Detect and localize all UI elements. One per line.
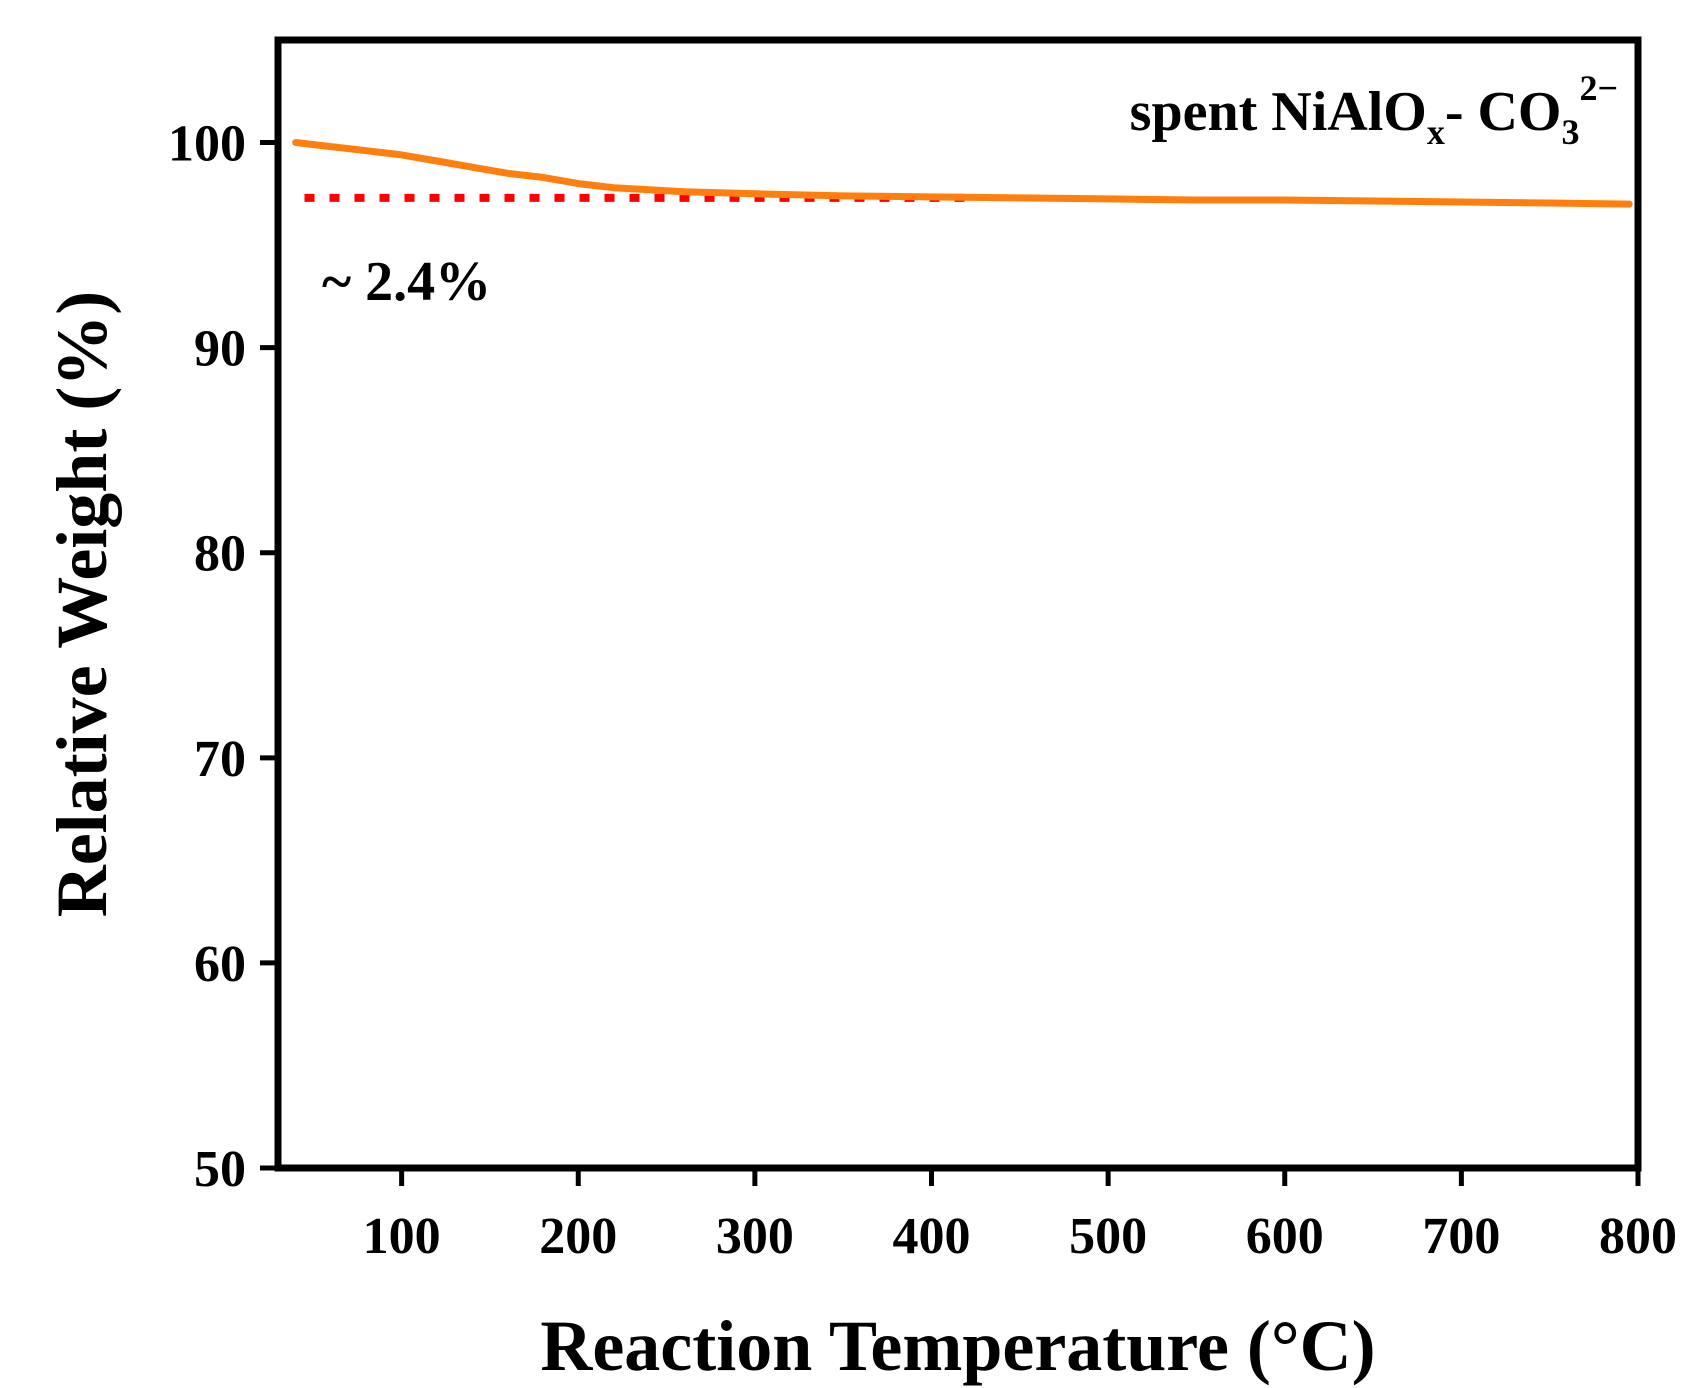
y-tick-label-100: 100 <box>168 116 246 173</box>
legend-sup: 2− <box>1579 68 1618 108</box>
x-tick-label-100: 100 <box>363 1208 441 1265</box>
y-tick-label-60: 60 <box>194 936 246 993</box>
mass-loss-label: ~ 2.4% <box>322 251 491 313</box>
x-axis-ticks: 100 200 300 400 500 600 700 800 <box>363 1168 1677 1265</box>
x-tick-label-700: 700 <box>1422 1208 1500 1265</box>
plot-frame <box>278 40 1638 1168</box>
x-tick-label-600: 600 <box>1246 1208 1324 1265</box>
x-tick-label-500: 500 <box>1069 1208 1147 1265</box>
legend-sub-3: 3 <box>1561 112 1579 152</box>
legend-sub-x: x <box>1427 112 1445 152</box>
x-tick-label-200: 200 <box>539 1208 617 1265</box>
legend-label: spent NiAlOx- CO32− <box>1130 68 1618 152</box>
y-axis-title: Relative Weight (%) <box>42 291 122 918</box>
y-axis-ticks: 50 60 70 80 90 100 <box>168 116 278 1198</box>
legend-main: spent NiAlO <box>1130 81 1427 143</box>
x-tick-label-300: 300 <box>716 1208 794 1265</box>
y-tick-label-80: 80 <box>194 526 246 583</box>
legend-mid: - CO <box>1445 81 1562 143</box>
y-tick-label-90: 90 <box>194 321 246 378</box>
y-tick-label-70: 70 <box>194 731 246 788</box>
x-tick-label-400: 400 <box>893 1208 971 1265</box>
x-tick-label-800: 800 <box>1599 1208 1677 1265</box>
y-tick-label-50: 50 <box>194 1141 246 1198</box>
tga-chart: 100 200 300 400 500 600 700 800 50 60 70 80 90 100 R… <box>0 0 1703 1388</box>
x-axis-title: Reaction Temperature (°C) <box>540 1306 1375 1386</box>
